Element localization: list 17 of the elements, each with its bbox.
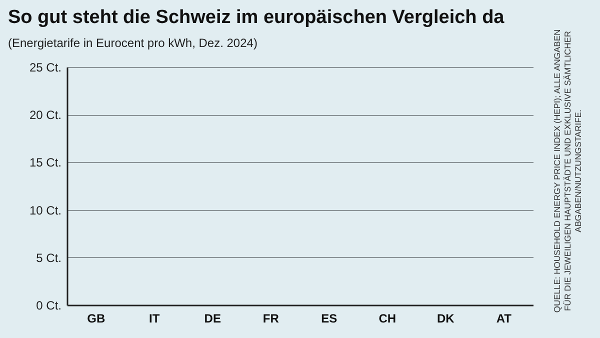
x-tick-label: FR: [262, 312, 280, 326]
x-tick-label: AT: [496, 312, 512, 326]
y-tick-label: 10 Ct.: [29, 203, 62, 218]
source-note: QUELLE: HOUSEHOLD ENERGY PRICE INDEX (HEPI); ALLE ANGABEN FÜR DIE JEWEILIGEN HAUPTSTÄDTE UND EXKLUSIVE SÄMTLICHER ABGABEN/NUTZUNGSTARIFE.: [552, 29, 583, 313]
y-tick-label: 0 Ct.: [36, 298, 62, 312]
chart-subtitle: (Energietarife in Eurocent pro kWh, Dez. 2024): [8, 36, 258, 50]
y-tick-label: 25 Ct.: [29, 60, 62, 74]
x-tick-label: IT: [149, 312, 160, 326]
x-tick-label: DK: [436, 312, 455, 326]
x-tick-label: GB: [87, 312, 106, 326]
y-tick-label: 15 Ct.: [29, 156, 62, 170]
y-tick-label: 5 Ct.: [36, 250, 62, 265]
x-tick-label: ES: [321, 312, 338, 326]
x-tick-label: CH: [378, 312, 396, 326]
chart-title: So gut steht die Schweiz im europäischen Vergleich da: [8, 7, 505, 28]
y-tick-label: 20 Ct.: [29, 108, 62, 122]
x-tick-label: DE: [204, 312, 221, 326]
